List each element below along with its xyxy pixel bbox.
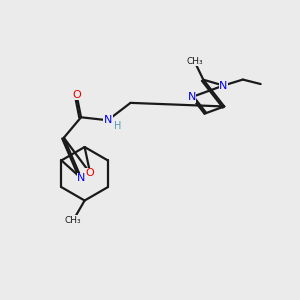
Text: N: N <box>188 92 196 102</box>
Text: N: N <box>219 80 228 91</box>
Text: O: O <box>86 168 94 178</box>
Text: N: N <box>77 173 86 183</box>
Text: CH₃: CH₃ <box>65 216 82 225</box>
Text: CH₃: CH₃ <box>186 57 203 66</box>
Text: O: O <box>72 89 81 100</box>
Text: N: N <box>103 115 112 125</box>
Text: H: H <box>114 121 121 131</box>
